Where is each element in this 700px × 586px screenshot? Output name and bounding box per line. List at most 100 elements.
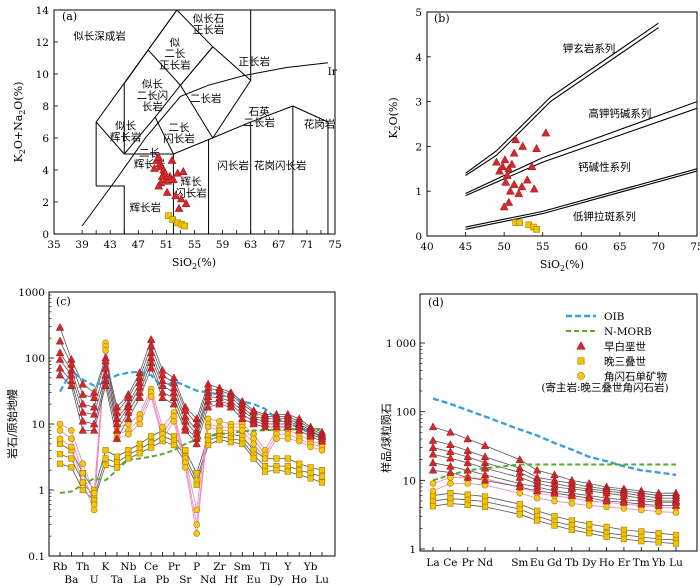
square-point <box>429 497 437 505</box>
triangle-point <box>150 163 159 172</box>
x-tick-label: 43 <box>104 239 117 251</box>
circle-point <box>620 505 628 512</box>
circle-point <box>90 506 98 514</box>
panel-label: (b) <box>434 12 450 25</box>
square-point <box>79 486 86 494</box>
triangle-point <box>507 159 517 168</box>
y-tick-label: 2 <box>415 141 422 153</box>
x-tick-label: Hf <box>224 574 238 586</box>
triangle-point <box>154 152 164 161</box>
triangle-point <box>550 488 559 497</box>
triangle-point <box>527 161 537 170</box>
x-tick-label: La <box>426 557 439 569</box>
triangle-point <box>55 322 65 331</box>
y-tick-label: 0 <box>42 229 49 241</box>
square-point <box>307 470 314 477</box>
square-point <box>551 522 558 529</box>
triangle-point <box>511 134 521 144</box>
legend-square-swatch <box>577 357 585 365</box>
square-point <box>102 447 109 454</box>
field-label: Ir <box>328 66 338 78</box>
y-tick-label: 8 <box>42 101 49 113</box>
circle-point <box>125 430 132 438</box>
field-label: 辉长岩 <box>110 130 142 143</box>
panel-label: (a) <box>62 10 77 23</box>
field-label: 似长 <box>115 120 136 132</box>
panel-c-spider-diagram: 0.1 1 10 100 1000 RbBaThUKTaNbLaCePbPrSrPNdZr… <box>5 287 336 586</box>
legend-circle-swatch <box>577 372 585 380</box>
x-tick-label: 67 <box>272 239 285 251</box>
triangle-point <box>158 393 167 401</box>
circle-point <box>193 521 200 528</box>
panel-label: (d) <box>428 296 444 309</box>
field-label: 二长岩 <box>190 92 222 105</box>
square-point <box>655 539 662 546</box>
circle-point <box>318 446 326 454</box>
triangle-point <box>446 427 455 436</box>
circle-point <box>551 497 558 505</box>
panel-d-ree-diagram: 1 10 100 1 000 La Ce Pr Nd Sm Eu Gd Tb Dy Ho Er Tm Yb Lu (… <box>379 293 698 569</box>
square-point <box>239 440 246 447</box>
x-tick-label: Th <box>76 561 90 573</box>
triangle-point <box>89 409 99 418</box>
square-point <box>148 444 155 451</box>
triangle-point <box>428 449 438 458</box>
triangle-point <box>249 419 258 428</box>
x-tick-label: Sr <box>179 574 192 586</box>
square-point <box>113 464 121 471</box>
y-tick-label: 0 <box>415 231 422 243</box>
square-point <box>551 513 558 520</box>
triangle-point <box>178 166 188 175</box>
x-tick-label: Nd <box>477 557 493 569</box>
x-tick-label: Lu <box>315 574 329 586</box>
x-tick-label: Nd <box>200 574 216 586</box>
series-boundary <box>465 22 659 174</box>
triangle-point <box>55 348 65 357</box>
circle-point <box>261 455 269 462</box>
field-label: 二长 <box>164 48 185 60</box>
field-boundary <box>124 121 251 155</box>
triangle-point <box>514 188 524 197</box>
square-point <box>181 222 188 230</box>
circle-point <box>159 423 166 431</box>
triangle-point <box>181 198 191 207</box>
square-point <box>273 467 280 474</box>
x-tick-label: Tb <box>565 557 579 569</box>
square-point <box>102 455 109 462</box>
field-boundary <box>147 10 178 51</box>
circle-point <box>79 460 87 468</box>
square-point <box>56 450 64 458</box>
circle-point <box>227 427 235 434</box>
triangle-point <box>169 174 178 183</box>
x-tick-label: 65 <box>613 241 626 253</box>
triangle-point <box>446 453 455 462</box>
square-point <box>516 219 523 226</box>
square-point <box>56 460 64 467</box>
square-point <box>136 450 143 457</box>
field-label: 正长岩 <box>238 55 270 68</box>
field-boundary <box>180 46 214 86</box>
square-point <box>447 490 454 497</box>
y-tick-label: 1 <box>415 186 422 198</box>
triangle-point <box>515 482 525 491</box>
series-layer <box>428 397 681 547</box>
x-tick-label: 40 <box>420 241 433 253</box>
circle-point <box>79 469 87 477</box>
circle-point <box>273 435 280 442</box>
square-point <box>284 455 291 462</box>
triangle-point <box>504 164 514 173</box>
square-point <box>193 481 200 488</box>
field-label: 二长 <box>169 122 190 134</box>
square-point <box>165 212 172 219</box>
x-tick-label: 39 <box>75 239 88 251</box>
x-tick-label: 70 <box>652 241 665 253</box>
triangle-point <box>226 402 236 411</box>
field-boundary <box>81 62 329 227</box>
triangle-point <box>619 497 629 506</box>
square-point <box>227 439 234 446</box>
square-point <box>603 523 610 530</box>
legend-note: (寄主岩:晚三叠世角闪石岩) <box>541 381 668 394</box>
square-point <box>568 526 575 533</box>
y-tick-label: 4 <box>42 165 49 177</box>
